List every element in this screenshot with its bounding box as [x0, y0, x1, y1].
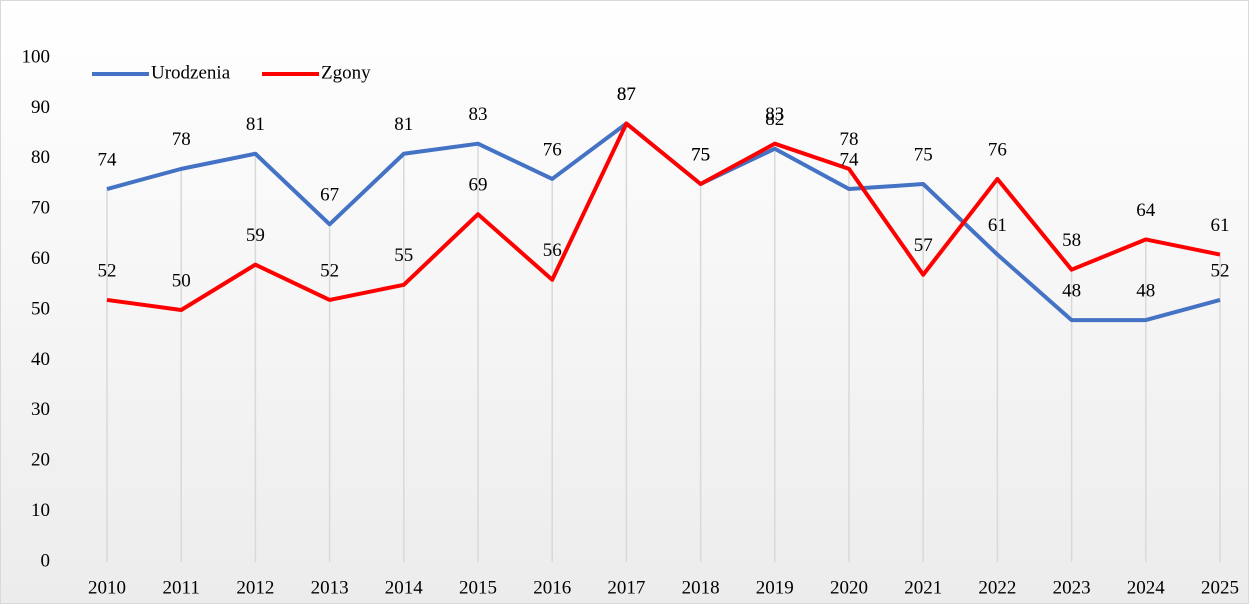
data-label: 87: [617, 84, 636, 105]
data-label: 74: [98, 149, 118, 170]
data-label: 81: [394, 114, 413, 135]
data-label: 61: [988, 215, 1007, 236]
y-tick-label: 30: [31, 399, 50, 420]
data-label: 78: [840, 129, 859, 150]
x-tick-label: 2015: [459, 577, 497, 598]
data-label: 52: [320, 260, 339, 281]
y-tick-label: 10: [31, 500, 50, 521]
data-label: 81: [246, 114, 265, 135]
data-label: 58: [1062, 230, 1081, 251]
x-tick-label: 2024: [1127, 577, 1166, 598]
data-label: 76: [988, 139, 1007, 160]
x-tick-label: 2010: [88, 577, 126, 598]
data-label: 59: [246, 225, 265, 246]
data-label: 67: [320, 185, 339, 206]
data-label: 75: [691, 144, 710, 165]
legend-label: Zgony: [321, 62, 371, 83]
data-label: 52: [98, 260, 117, 281]
x-tick-label: 2017: [607, 577, 645, 598]
data-label: 76: [543, 139, 562, 160]
y-tick-label: 0: [41, 550, 51, 571]
x-tick-label: 2019: [756, 577, 794, 598]
y-tick-label: 90: [31, 97, 50, 118]
x-tick-label: 2016: [533, 577, 571, 598]
y-tick-label: 100: [22, 46, 51, 67]
x-tick-label: 2018: [682, 577, 720, 598]
data-label: 57: [914, 235, 933, 256]
data-label: 55: [394, 245, 413, 266]
data-label: 83: [765, 104, 784, 125]
data-label: 69: [469, 175, 488, 196]
y-tick-label: 60: [31, 248, 50, 269]
y-tick-label: 40: [31, 349, 50, 370]
y-tick-label: 50: [31, 298, 50, 319]
x-tick-label: 2025: [1201, 577, 1239, 598]
data-label: 64: [1136, 200, 1156, 221]
data-label: 50: [172, 270, 191, 291]
y-tick-label: 20: [31, 450, 50, 471]
line-series: [106, 121, 1221, 312]
data-label: 83: [469, 104, 488, 125]
data-label: 75: [691, 144, 710, 165]
x-tick-label: 2011: [163, 577, 200, 598]
x-tick-label: 2014: [385, 577, 424, 598]
x-tick-label: 2022: [978, 577, 1016, 598]
data-label: 74: [840, 149, 860, 170]
x-tick-label: 2012: [236, 577, 274, 598]
data-label: 78: [172, 129, 191, 150]
data-label: 48: [1136, 280, 1155, 301]
data-label: 75: [914, 144, 933, 165]
x-tick-label: 2021: [904, 577, 942, 598]
data-label: 61: [1211, 215, 1230, 236]
x-tick-label: 2023: [1053, 577, 1091, 598]
data-label: 48: [1062, 280, 1081, 301]
x-tick-label: 2013: [311, 577, 349, 598]
y-tick-label: 70: [31, 198, 50, 219]
data-label: 82: [765, 109, 784, 130]
data-label: 87: [617, 84, 636, 105]
legend-label: Urodzenia: [151, 62, 231, 83]
y-tick-label: 80: [31, 147, 50, 168]
data-label: 56: [543, 240, 562, 261]
x-tick-label: 2020: [830, 577, 868, 598]
data-label: 52: [1211, 260, 1230, 281]
